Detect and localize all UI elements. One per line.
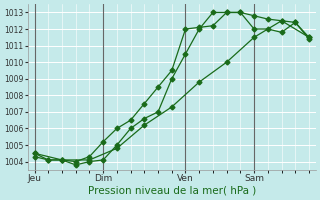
- X-axis label: Pression niveau de la mer( hPa ): Pression niveau de la mer( hPa ): [88, 186, 256, 196]
